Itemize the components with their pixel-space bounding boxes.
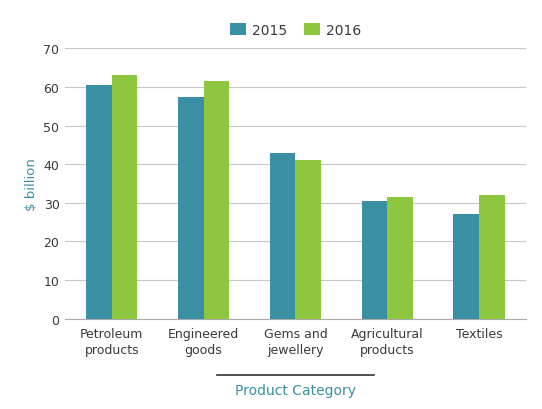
Bar [86, 86, 112, 319]
Bar [362, 201, 387, 319]
Bar [295, 161, 321, 319]
Bar [270, 153, 295, 319]
Bar [204, 82, 229, 319]
Bar [453, 215, 479, 319]
Bar [479, 196, 505, 319]
Y-axis label: $ billion: $ billion [25, 158, 38, 210]
Bar [178, 97, 204, 319]
Bar [112, 76, 138, 319]
Text: Product Category: Product Category [235, 383, 356, 397]
Legend: 2015, 2016: 2015, 2016 [224, 18, 367, 43]
Bar [387, 198, 413, 319]
